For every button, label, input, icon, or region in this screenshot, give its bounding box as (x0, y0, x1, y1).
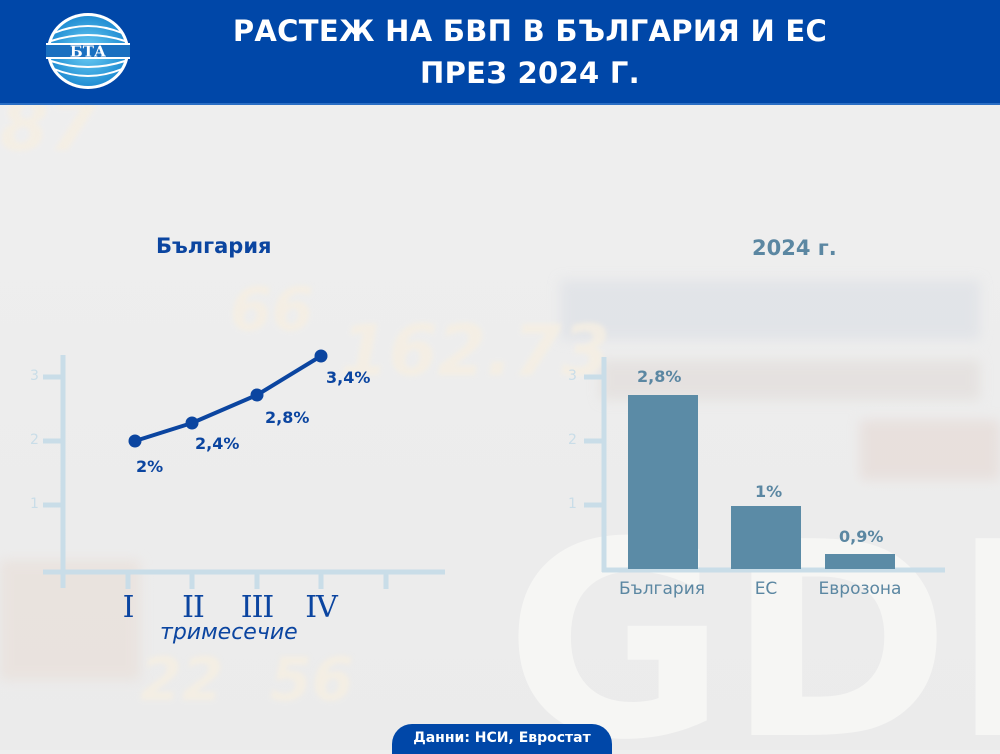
svg-text:БТА: БТА (70, 43, 107, 61)
x-axis-caption: тримесечие (160, 620, 298, 645)
y-tick-1: 1 (30, 496, 39, 512)
bar-chart-axes (584, 357, 945, 573)
line-series-bulgaria (128, 349, 328, 448)
bar-y-tick-3: 3 (568, 368, 577, 384)
svg-text:22: 22 (140, 645, 224, 715)
bar-chart-title: 2024 г. (752, 236, 837, 260)
svg-text:66: 66 (230, 275, 314, 345)
data-point-q3 (250, 388, 264, 402)
title-line-2: ПРЕЗ 2024 Г. (420, 56, 640, 90)
category-eu: ЕС (754, 579, 778, 599)
bar-label-bulgaria: 2,8% (637, 367, 682, 386)
bta-logo-icon: БТА (46, 13, 130, 89)
bar-label-eurozone: 0,9% (839, 527, 884, 546)
bar-y-tick-1: 1 (568, 496, 577, 512)
data-label-q2: 2,4% (195, 434, 240, 453)
line-chart-title: България (156, 234, 272, 258)
x-tick-q4: IV (305, 590, 338, 625)
bar-label-eu: 1% (755, 482, 783, 501)
x-tick-q3: III (240, 590, 275, 625)
bar-eurozone (825, 554, 895, 569)
bar-series (628, 395, 895, 569)
svg-text:56: 56 (270, 645, 354, 715)
y-tick-3: 3 (30, 368, 39, 384)
title-line-1: РАСТЕЖ НА БВП В БЪЛГАРИЯ И ЕС (232, 14, 828, 48)
data-label-q4: 3,4% (326, 368, 371, 387)
y-tick-2: 2 (30, 432, 39, 448)
x-tick-q2: II (182, 590, 205, 625)
category-eurozone: Еврозона (818, 579, 902, 599)
page-title: РАСТЕЖ НА БВП В БЪЛГАРИЯ И ЕС ПРЕЗ 2024 … (150, 10, 910, 94)
bar-bulgaria (628, 395, 698, 569)
bar-eu (731, 506, 801, 569)
data-point-q4 (314, 349, 328, 363)
data-point-q1 (128, 434, 142, 448)
line-chart-axes (43, 355, 445, 589)
header-bar: БТА РАСТЕЖ НА БВП В БЪЛГАРИЯ И ЕС ПРЕЗ 2… (0, 0, 1000, 105)
bar-y-tick-2: 2 (568, 432, 577, 448)
data-label-q1: 2% (136, 457, 164, 476)
x-tick-q1: I (122, 590, 135, 625)
category-bulgaria: България (619, 579, 705, 599)
data-point-q2 (185, 416, 199, 430)
source-badge: Данни: НСИ, Евростат (392, 724, 612, 754)
data-label-q3: 2,8% (265, 408, 310, 427)
svg-text:162.73: 162.73 (340, 310, 610, 392)
